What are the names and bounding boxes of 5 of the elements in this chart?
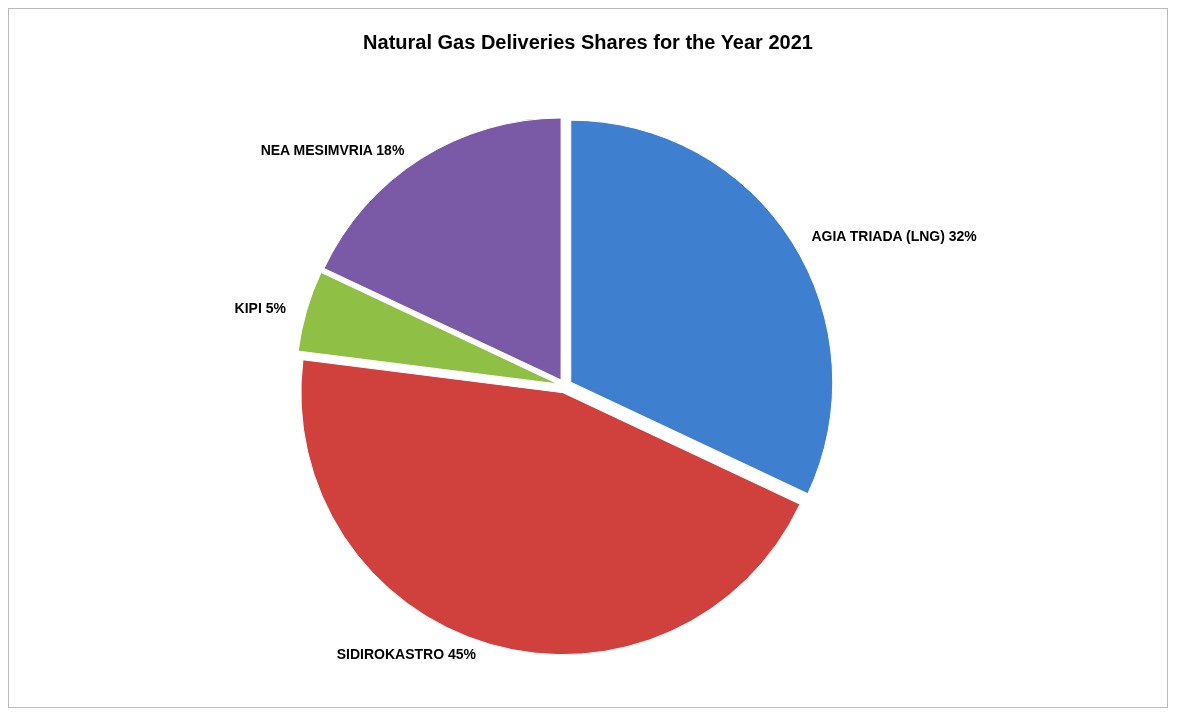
slice-label: NEA MESIMVRIA 18% [260,142,405,159]
slice-label: SIDIROKASTRO 45% [336,645,477,662]
slice-label: AGIA TRIADA (LNG) 32% [811,228,978,245]
chart-title: Natural Gas Deliveries Shares for the Year 2021 [363,31,813,53]
slice-label: KIPI 5% [234,300,287,317]
